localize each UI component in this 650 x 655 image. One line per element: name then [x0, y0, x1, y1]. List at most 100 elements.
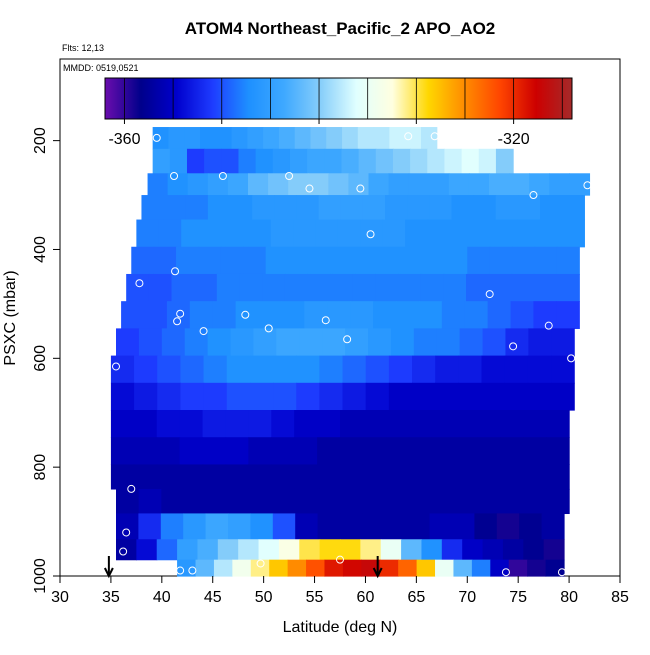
heatmap-cell: [269, 559, 289, 577]
heatmap-cell: [360, 219, 384, 248]
x-tick-label: 45: [204, 589, 222, 606]
heatmap-cell: [299, 328, 323, 357]
heatmap-cell: [248, 410, 272, 438]
heatmap-cell: [176, 246, 200, 275]
heatmap-cell: [238, 539, 260, 561]
heatmap-cell: [225, 219, 249, 248]
heatmap-cell: [205, 513, 229, 540]
x-tick-label: 65: [407, 589, 425, 606]
heatmap-cell: [342, 382, 367, 411]
heatmap-cell: [138, 488, 162, 515]
heatmap-cell: [345, 328, 369, 357]
heatmap-cell: [454, 437, 479, 466]
heatmap-cell: [307, 148, 325, 174]
heatmap-cell: [326, 127, 343, 150]
heatmap-cell: [187, 173, 209, 196]
heatmap-cell: [420, 273, 444, 302]
heatmap-cell: [340, 437, 364, 466]
heatmap-cell: [317, 410, 341, 438]
heatmap-cell: [416, 559, 436, 577]
heatmap-cell: [533, 273, 558, 302]
heatmap-cell: [427, 148, 446, 174]
heatmap-cell: [342, 127, 359, 150]
heatmap-cell: [306, 559, 326, 577]
heatmap-cell: [453, 559, 473, 577]
flights-label: Flts: 12,13: [62, 43, 104, 53]
heatmap-cell: [328, 173, 350, 196]
sample-point: [336, 555, 344, 564]
heatmap-cell: [462, 539, 484, 561]
heatmap-cell: [377, 246, 401, 275]
heatmap-cell: [412, 382, 436, 411]
heatmap-cell: [362, 195, 386, 221]
heatmap-cell: [481, 355, 506, 384]
y-tick-label: 400: [32, 236, 49, 263]
heatmap-cell: [466, 273, 490, 302]
heatmap-cell: [116, 488, 140, 515]
heatmap-cell: [243, 246, 267, 275]
heatmap-cell: [110, 464, 135, 490]
heatmap-cell: [228, 513, 251, 540]
heatmap-cell: [340, 195, 364, 221]
heatmap-cell: [299, 539, 321, 561]
heatmap-cell: [273, 355, 297, 384]
heatmap-cell: [272, 148, 291, 174]
heatmap-cell: [390, 328, 415, 357]
heatmap-cell: [207, 328, 232, 357]
heatmap-cell: [289, 148, 308, 174]
heatmap-cell: [461, 148, 480, 174]
heatmap-cell: [217, 539, 239, 561]
heatmap-cell: [215, 127, 233, 150]
sample-point: [343, 335, 352, 344]
heatmap-cell: [495, 148, 514, 174]
heatmap-cell: [271, 437, 295, 466]
heatmap-cell: [556, 246, 580, 275]
heatmap-cell: [225, 410, 249, 438]
heatmap-cell: [317, 464, 341, 490]
heatmap-cell: [468, 173, 490, 196]
heatmap-cell: [408, 464, 433, 490]
sample-point: [430, 132, 439, 141]
heatmap-cell: [141, 195, 165, 221]
heatmap-cell: [265, 246, 289, 275]
heatmap-cell: [340, 513, 363, 540]
heatmap-cell: [490, 559, 510, 577]
heatmap-cell: [418, 301, 443, 329]
heatmap-cell: [168, 127, 185, 150]
heatmap-cell: [435, 559, 455, 577]
heatmap-cell: [116, 513, 139, 540]
sample-point: [567, 354, 576, 363]
heatmap-cell: [501, 488, 525, 515]
heatmap-cell: [472, 219, 496, 248]
heatmap-cell: [255, 148, 274, 174]
heatmap-cell: [365, 382, 390, 411]
heatmap-cell: [207, 195, 231, 221]
heatmap-cell: [428, 173, 450, 196]
heatmap-cell: [534, 246, 558, 275]
heatmap-cell: [284, 273, 309, 302]
x-tick-label: 75: [509, 589, 527, 606]
heatmap-cell: [263, 127, 280, 150]
heatmap-cell: [385, 437, 410, 466]
heatmap-cell: [258, 539, 280, 561]
sample-point: [112, 362, 120, 371]
heatmap-cell: [294, 437, 318, 466]
heatmap-cell: [184, 127, 201, 150]
heatmap-cell: [478, 488, 502, 515]
heatmap-cell: [248, 464, 272, 490]
heatmap-cell: [362, 464, 387, 490]
heatmap-cell: [156, 539, 178, 561]
heatmap-cell: [362, 410, 387, 438]
heatmap-cell: [126, 273, 150, 302]
sample-point: [241, 310, 250, 319]
heatmap-cell: [509, 173, 530, 196]
heatmap-cell: [332, 246, 356, 275]
heatmap-cell: [250, 559, 270, 577]
heatmap-cell: [202, 410, 227, 438]
heatmap-cell: [405, 219, 429, 248]
heatmap-cell: [489, 173, 510, 196]
x-axis-label: Latitude (deg N): [283, 619, 398, 636]
heatmap-cell: [171, 273, 195, 302]
heatmap-cells: [110, 127, 591, 577]
